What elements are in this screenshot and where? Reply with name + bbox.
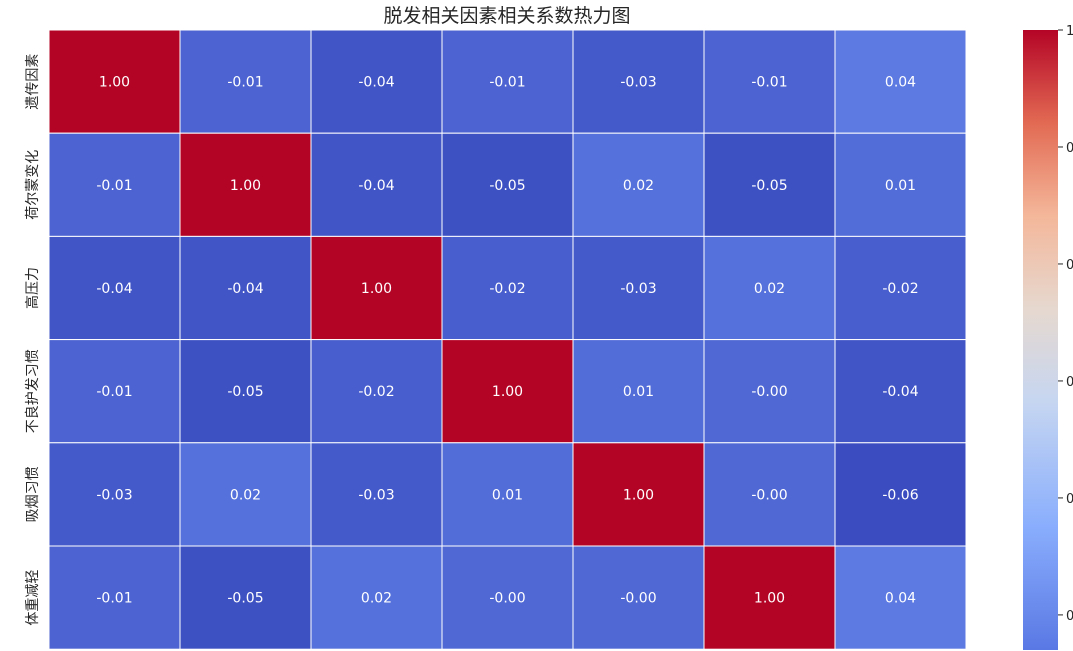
heatmap-cell: [179, 339, 312, 444]
cell-value-label: -0.03: [620, 75, 656, 91]
cell-value-label: 0.01: [492, 487, 523, 503]
heatmap-cell: [703, 29, 836, 134]
cell-value-label: 1.00: [754, 591, 785, 607]
heatmap-cell: [48, 29, 181, 134]
heatmap-cell: [48, 339, 181, 444]
heatmap-cell: [310, 29, 443, 134]
cell-value-label: -0.00: [751, 487, 787, 503]
colorbar-tick-label: 1: [1066, 24, 1073, 39]
heatmap-cell: [48, 545, 181, 650]
cell-value-label: -0.00: [489, 591, 525, 607]
heatmap-cell: [441, 29, 574, 134]
heatmap-cell: [572, 545, 705, 650]
heatmap-cell: [179, 29, 312, 134]
cell-value-label: -0.05: [227, 591, 263, 607]
heatmap-cell: [179, 235, 312, 341]
y-tick-label: 体重减轻: [25, 570, 41, 626]
heatmap-cell: [703, 132, 836, 237]
cell-value-label: -0.01: [96, 384, 132, 400]
cell-value-label: 1.00: [361, 281, 392, 297]
cell-value-label: 1.00: [99, 75, 130, 91]
cell-value-label: -0.03: [358, 487, 394, 503]
cell-value-label: -0.02: [358, 384, 394, 400]
y-tick-label: 吸烟习惯: [24, 466, 41, 522]
heatmap-cell: [48, 235, 181, 341]
cell-value-label: -0.01: [489, 75, 525, 91]
heatmap-cell: [834, 339, 967, 444]
cell-value-label: 0.01: [885, 178, 916, 194]
cell-value-label: -0.02: [882, 281, 918, 297]
cell-value-label: -0.04: [358, 178, 394, 194]
cell-value-label: 0.02: [230, 487, 261, 503]
cell-value-label: 1.00: [492, 384, 523, 400]
cell-value-label: -0.04: [358, 75, 394, 91]
cell-value-label: -0.05: [227, 384, 263, 400]
cell-value-label: -0.03: [620, 281, 656, 297]
colorbar-tick-label: 0: [1066, 492, 1073, 507]
y-tick-label: 高压力: [24, 267, 41, 309]
heatmap-cell: [310, 235, 443, 341]
y-tick-label: 遗传因素: [25, 54, 41, 110]
colorbar-tick-label: 0: [1066, 375, 1073, 390]
y-tick-label: 荷尔蒙变化: [25, 150, 41, 220]
cell-value-label: -0.05: [751, 178, 787, 194]
cell-value-label: 0.02: [754, 281, 785, 297]
heatmap-cell: [703, 235, 836, 341]
cell-value-label: -0.02: [489, 281, 525, 297]
cell-value-label: -0.01: [96, 178, 132, 194]
heatmap-cell: [572, 132, 705, 237]
cell-value-label: 1.00: [230, 178, 261, 194]
cell-value-label: -0.01: [751, 75, 787, 91]
cell-value-label: 0.02: [361, 591, 392, 607]
colorbar-tick-label: 0: [1066, 609, 1073, 624]
heatmap-cell: [441, 235, 574, 341]
cell-value-label: 0.02: [623, 178, 654, 194]
cell-value-label: -0.01: [96, 591, 132, 607]
heatmap-cells: 1.00 -0.01 -0.04 -0.01 -0.03 -0.01 0.04 -0.01 1.…: [48, 29, 967, 651]
cell-value-label: -0.04: [227, 281, 263, 297]
heatmap-cell: [834, 235, 967, 341]
heatmap-cell: [703, 545, 836, 650]
y-tick-label: 不良护发习惯: [24, 349, 41, 433]
cell-value-label: -0.01: [227, 75, 263, 91]
cell-value-label: 0.04: [885, 591, 916, 607]
cell-value-label: -0.04: [96, 281, 132, 297]
heatmap-cell: [310, 442, 443, 547]
cell-value-label: -0.04: [882, 384, 918, 400]
heatmap-cell: [572, 29, 705, 134]
heatmap-cell: [703, 339, 836, 444]
heatmap-cell: [572, 235, 705, 341]
colorbar: 1 0 0 0 0 0: [1023, 24, 1073, 650]
heatmap-cell: [441, 545, 574, 650]
heatmap-cell: [48, 132, 181, 237]
cell-value-label: 0.01: [623, 384, 654, 400]
cell-value-label: 1.00: [623, 487, 654, 503]
cell-value-label: 0.04: [885, 75, 916, 91]
heatmap-cell: [310, 132, 443, 237]
heatmap-cell: [834, 545, 967, 650]
heatmap-cell: [834, 132, 967, 237]
heatmap-cell: [310, 545, 443, 650]
colorbar-tick-label: 0: [1066, 258, 1073, 273]
cell-value-label: -0.00: [751, 384, 787, 400]
heatmap-cell: [179, 545, 312, 650]
cell-value-label: -0.00: [620, 591, 656, 607]
colorbar-tick-label: 0: [1066, 141, 1073, 156]
colorbar-gradient: [1023, 30, 1058, 650]
heatmap-cell: [834, 442, 967, 547]
heatmap-cell: [48, 442, 181, 547]
cell-value-label: -0.06: [882, 487, 918, 503]
cell-value-label: -0.03: [96, 487, 132, 503]
cell-value-label: -0.05: [489, 178, 525, 194]
chart-title: 脱发相关因素相关系数热力图: [383, 5, 630, 27]
heatmap-cell: [441, 339, 574, 444]
